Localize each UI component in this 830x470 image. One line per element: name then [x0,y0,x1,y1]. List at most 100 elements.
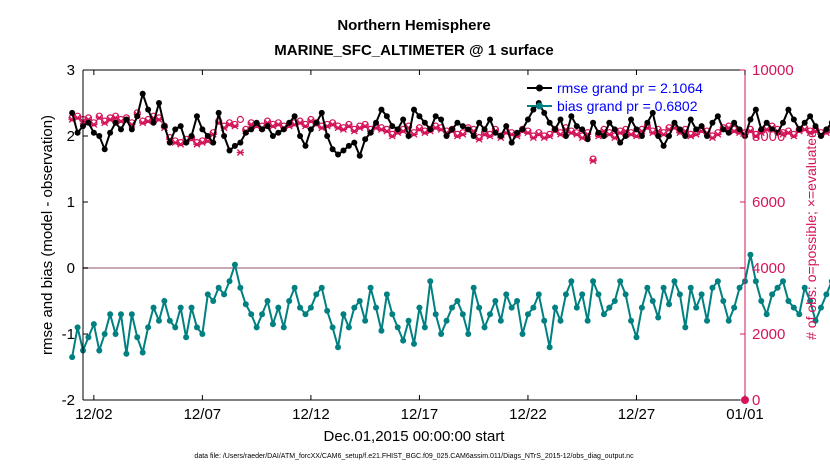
rmse-point [394,126,401,133]
rmse-point [503,123,510,130]
rmse-point [351,139,358,146]
obs-possible-point [209,129,217,137]
bias-point [519,331,526,337]
bias-point [101,331,108,337]
rmse-point [199,126,206,133]
y2-tick-label: 0 [752,392,760,409]
rmse-point [508,139,515,146]
bias-point [405,317,412,324]
rmse-point [275,129,282,136]
rmse-point [438,116,445,123]
bias-point [660,284,667,291]
obs-evaluated-point [524,129,532,137]
rmse-point [611,126,618,133]
bias-point [389,311,396,318]
y2-zero-marker [741,396,749,404]
bias-point [367,284,374,291]
obs-evaluated-point [529,134,537,142]
bias-point [313,291,320,298]
bias-point [221,291,228,298]
bias-point [335,344,342,351]
rmse-point [134,113,141,120]
rmse-point [584,136,591,143]
obs-evaluated-point [231,122,239,130]
obs-evaluated-point [274,120,282,128]
x-axis: 12/02 12/07 12/12 12/17 12/22 12/27 01/01 [75,70,764,423]
bias-point [259,311,266,318]
rmse-point [313,119,320,126]
x-axis-label: Dec.01,2015 00:00:00 start [324,428,506,445]
rmse-point [622,133,629,139]
bias-point [671,278,678,285]
bias-point [682,324,689,331]
rmse-point [817,133,824,139]
rmse-point [796,126,803,133]
bias-point [128,311,135,318]
bias-point [356,298,363,304]
series-group [68,90,830,361]
rmse-point [400,116,407,123]
rmse-point [193,113,200,120]
bias-point [573,304,580,311]
obs-evaluated-point [144,117,152,125]
rmse-point [405,133,412,139]
x-tick-label: 12/07 [184,406,222,423]
bias-point [541,317,548,324]
obs-evaluated-point [692,130,700,138]
rmse-point [432,113,439,120]
legend: rmse grand pr = 2.1064 bias grand pr = 0… [527,80,703,114]
rmse-point [150,119,157,126]
bias-point [622,291,629,298]
bias-point [248,311,255,318]
bias-point [90,321,97,328]
bias-point [231,261,238,268]
bias-point [421,324,428,331]
bias-point [345,324,352,331]
bias-point [454,298,461,304]
bias-point [779,278,786,285]
rmse-point [530,106,537,113]
bias-point [253,324,260,331]
y-axis-label: rmse and bias (model - observation) [39,115,56,355]
rmse-point [139,90,146,97]
bias-point [459,311,466,318]
bias-point [590,278,597,285]
obs-evaluated-point [784,129,793,137]
obs-evaluated-point [486,132,494,140]
rmse-point [731,119,738,126]
rmse-point [373,119,380,126]
rmse-point [492,129,499,136]
bias-point [177,304,184,311]
rmse-point [595,129,602,136]
rmse-point [524,116,531,123]
rmse-point [340,147,347,154]
bias-point [725,317,732,324]
obs-evaluated-point [632,132,641,140]
rmse-point [514,129,521,136]
obs-evaluated-point [589,157,597,165]
rmse-point [286,119,293,126]
bias-line [71,254,830,358]
bias-point [264,298,271,304]
bias-point [481,324,488,331]
rmse-point [465,126,472,133]
bias-point [524,311,531,318]
bias-point [514,298,521,304]
y2-tick-label: 10000 [752,62,794,79]
bias-point [470,284,477,291]
bias-point [329,324,336,331]
obs-evaluated-point [345,122,353,130]
rmse-point [96,133,103,139]
plot-background [83,70,745,400]
rmse-point [752,106,759,113]
y-tick-label: 2 [67,128,75,145]
rmse-point [714,113,721,120]
rmse-point [801,119,808,126]
obs-evaluated-point [746,127,755,135]
obs-evaluated-point [605,130,613,138]
y2-tick-label: 8000 [752,128,785,145]
obs-evaluated-point [475,135,483,143]
rmse-point [682,133,689,139]
bias-point [145,324,152,331]
obs-evaluated-point [339,125,348,133]
